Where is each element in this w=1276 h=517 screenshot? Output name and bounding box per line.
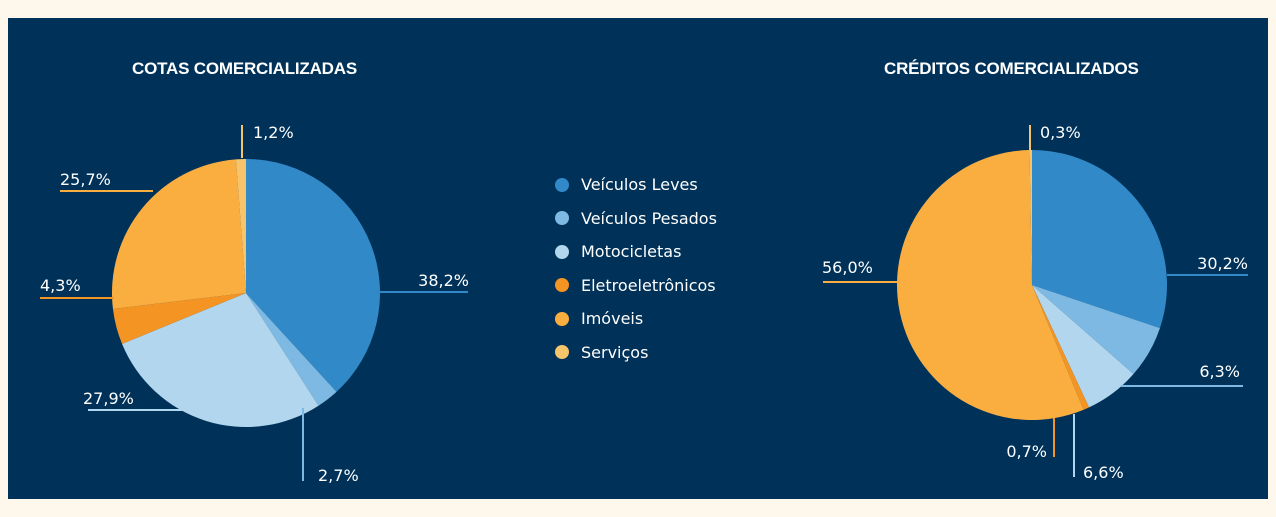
data-label-cotas-eletroeletronicos: 4,3% — [40, 276, 81, 295]
legend-swatch — [555, 177, 569, 192]
legend-swatch — [555, 345, 569, 360]
legend-swatch — [555, 278, 569, 293]
data-label-cotas-veiculos-leves: 38,2% — [418, 271, 469, 290]
legend-item-imoveis: Imóveis — [555, 302, 717, 336]
data-label-cotas-veiculos-pesados: 2,7% — [318, 466, 359, 485]
pie-slice-creditos-veiculos-leves — [1032, 150, 1167, 329]
pie-slice-cotas-eletroeletronicos — [112, 293, 246, 344]
legend-label: Veículos Pesados — [581, 208, 717, 228]
legend-label: Imóveis — [581, 309, 644, 329]
pie-slice-cotas-servicos — [235, 159, 246, 293]
data-label-creditos-veiculos-leves: 30,2% — [1197, 254, 1248, 273]
pie-slice-cotas-motocicletas — [122, 293, 319, 428]
pie-slice-cotas-veiculos-pesados — [246, 293, 337, 406]
data-label-creditos-veiculos-pesados: 6,3% — [1199, 362, 1240, 381]
data-label-creditos-imoveis: 56,0% — [822, 258, 873, 277]
pie-chart-cotas: 38,2% 2,7% 27,9% 4,3% 25,7% 1,2% — [40, 123, 469, 485]
legend-item-veiculos-pesados: Veículos Pesados — [555, 202, 717, 236]
legend-label: Motocicletas — [581, 242, 682, 262]
legend-item-eletroeletronicos: Eletroeletrônicos — [555, 269, 717, 303]
legend-item-veiculos-leves: Veículos Leves — [555, 168, 717, 202]
pie-slice-cotas-imoveis — [111, 159, 247, 309]
legend-label: Eletroeletrônicos — [581, 275, 716, 295]
pie-chart-creditos: 30,2% 6,3% 6,6% 0,7% 56,0% 0,3% — [822, 123, 1248, 482]
legend-label: Veículos Leves — [581, 175, 698, 195]
legend-item-motocicletas: Motocicletas — [555, 235, 717, 269]
chart-title-cotas: COTAS COMERCIALIZADAS — [132, 59, 357, 78]
pie-slice-cotas-veiculos-leves — [246, 159, 380, 392]
data-label-creditos-motocicletas: 6,6% — [1083, 463, 1124, 482]
pie-slice-creditos-imoveis — [896, 150, 1084, 420]
legend: Veículos Leves Veículos Pesados Motocicl… — [555, 168, 717, 369]
pie-slice-creditos-servicos — [1029, 149, 1032, 285]
legend-swatch — [555, 211, 569, 226]
legend-item-servicos: Serviços — [555, 336, 717, 370]
data-label-creditos-eletroeletronicos: 0,7% — [1006, 442, 1047, 461]
data-label-cotas-imoveis: 25,7% — [60, 170, 111, 189]
chart-title-creditos: CRÉDITOS COMERCIALIZADOS — [884, 59, 1139, 78]
pie-slice-creditos-eletroeletronicos — [1032, 285, 1090, 410]
data-label-creditos-servicos: 0,3% — [1040, 123, 1081, 142]
legend-swatch — [555, 244, 569, 259]
pie-slice-creditos-motocicletas — [1032, 285, 1134, 408]
data-label-cotas-servicos: 1,2% — [253, 123, 294, 142]
legend-swatch — [555, 311, 569, 326]
pie-slice-creditos-veiculos-pesados — [1032, 285, 1160, 375]
data-label-cotas-motocicletas: 27,9% — [83, 389, 134, 408]
legend-label: Serviços — [581, 342, 649, 362]
